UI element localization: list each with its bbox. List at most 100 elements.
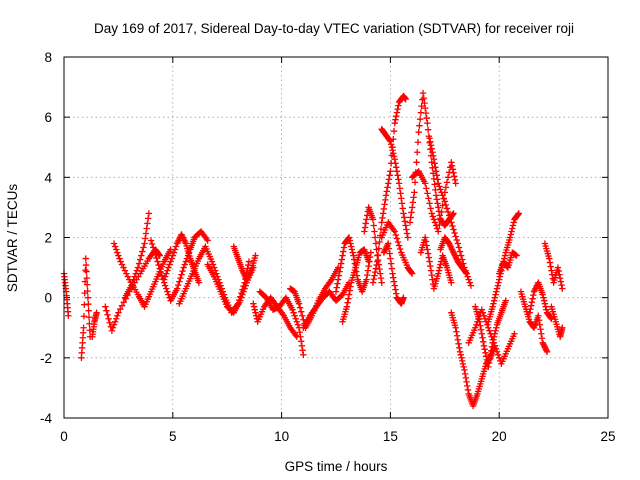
data-point <box>387 138 394 145</box>
data-point <box>386 137 393 144</box>
data-point <box>293 318 301 325</box>
data-point <box>433 196 441 203</box>
data-point <box>400 294 407 301</box>
data-point <box>426 200 433 207</box>
data-point <box>83 274 91 282</box>
data-point <box>442 201 450 209</box>
data-point <box>294 321 302 328</box>
data-point <box>464 382 471 390</box>
data-point <box>429 276 436 283</box>
data-point <box>479 309 487 316</box>
data-point <box>210 264 218 271</box>
data-point <box>509 222 517 229</box>
data-point <box>370 275 377 283</box>
data-point <box>485 359 493 367</box>
data-point <box>416 122 423 129</box>
data-point <box>109 324 117 331</box>
data-point <box>501 252 509 259</box>
data-point <box>445 212 453 219</box>
y-axis-label: SDTVAR / TECUs <box>5 184 20 293</box>
data-point <box>167 258 174 265</box>
data-point <box>338 256 346 263</box>
data-point <box>456 344 463 352</box>
data-point <box>365 258 372 265</box>
data-point <box>408 204 416 211</box>
data-point <box>476 318 483 325</box>
data-point <box>333 284 340 291</box>
data-point <box>436 264 443 271</box>
data-point <box>435 204 442 211</box>
data-point <box>104 311 111 318</box>
data-point <box>451 229 458 237</box>
data-point <box>300 351 307 359</box>
data-point <box>556 271 563 278</box>
data-point <box>150 244 157 251</box>
data-point <box>435 228 442 235</box>
data-point <box>161 282 169 289</box>
data-point <box>114 312 121 319</box>
data-point <box>395 180 403 187</box>
data-point <box>413 159 420 166</box>
data-point <box>438 208 445 216</box>
data-point <box>502 297 509 304</box>
data-point <box>443 179 451 186</box>
data-point <box>390 278 398 285</box>
data-point <box>392 160 399 167</box>
data-point <box>394 172 401 179</box>
data-point <box>337 260 345 267</box>
data-point <box>426 258 433 265</box>
data-point <box>340 248 347 255</box>
data-point <box>422 180 429 187</box>
data-point <box>173 285 181 292</box>
data-point <box>392 286 399 293</box>
data-point <box>547 314 554 321</box>
data-point <box>147 237 155 244</box>
data-point <box>110 321 118 328</box>
data-point <box>382 192 390 199</box>
data-points <box>60 89 566 410</box>
data-point <box>428 145 435 152</box>
data-point <box>482 353 490 360</box>
data-point <box>171 246 179 253</box>
data-point <box>493 348 501 356</box>
data-point <box>135 260 143 267</box>
data-point <box>130 276 137 283</box>
data-point <box>462 267 469 274</box>
data-point <box>181 261 188 268</box>
data-point <box>449 166 456 173</box>
data-point <box>396 245 404 253</box>
data-point <box>558 281 565 289</box>
data-point <box>484 321 491 328</box>
data-point <box>418 102 425 110</box>
data-point <box>176 278 183 285</box>
data-point <box>394 238 402 246</box>
data-point <box>245 258 253 265</box>
data-point <box>361 228 368 235</box>
data-point <box>453 332 461 339</box>
data-point <box>180 264 187 271</box>
data-point <box>340 244 348 251</box>
data-point <box>396 185 404 192</box>
data-point <box>116 255 123 262</box>
data-point <box>509 225 516 232</box>
data-point <box>401 218 409 225</box>
data-point <box>455 340 462 347</box>
data-point <box>559 285 566 292</box>
data-point <box>345 291 353 298</box>
data-point <box>297 338 305 345</box>
data-point <box>375 245 382 252</box>
data-point <box>537 326 544 333</box>
data-point <box>414 139 422 146</box>
data-point <box>510 219 517 226</box>
data-point <box>408 209 415 216</box>
data-point <box>435 270 442 277</box>
data-point <box>374 251 382 259</box>
data-point <box>548 267 555 274</box>
data-point <box>543 306 550 313</box>
data-point <box>371 268 379 276</box>
data-point <box>131 273 138 280</box>
data-point <box>456 248 464 255</box>
data-point <box>157 268 165 276</box>
data-point <box>489 339 496 346</box>
